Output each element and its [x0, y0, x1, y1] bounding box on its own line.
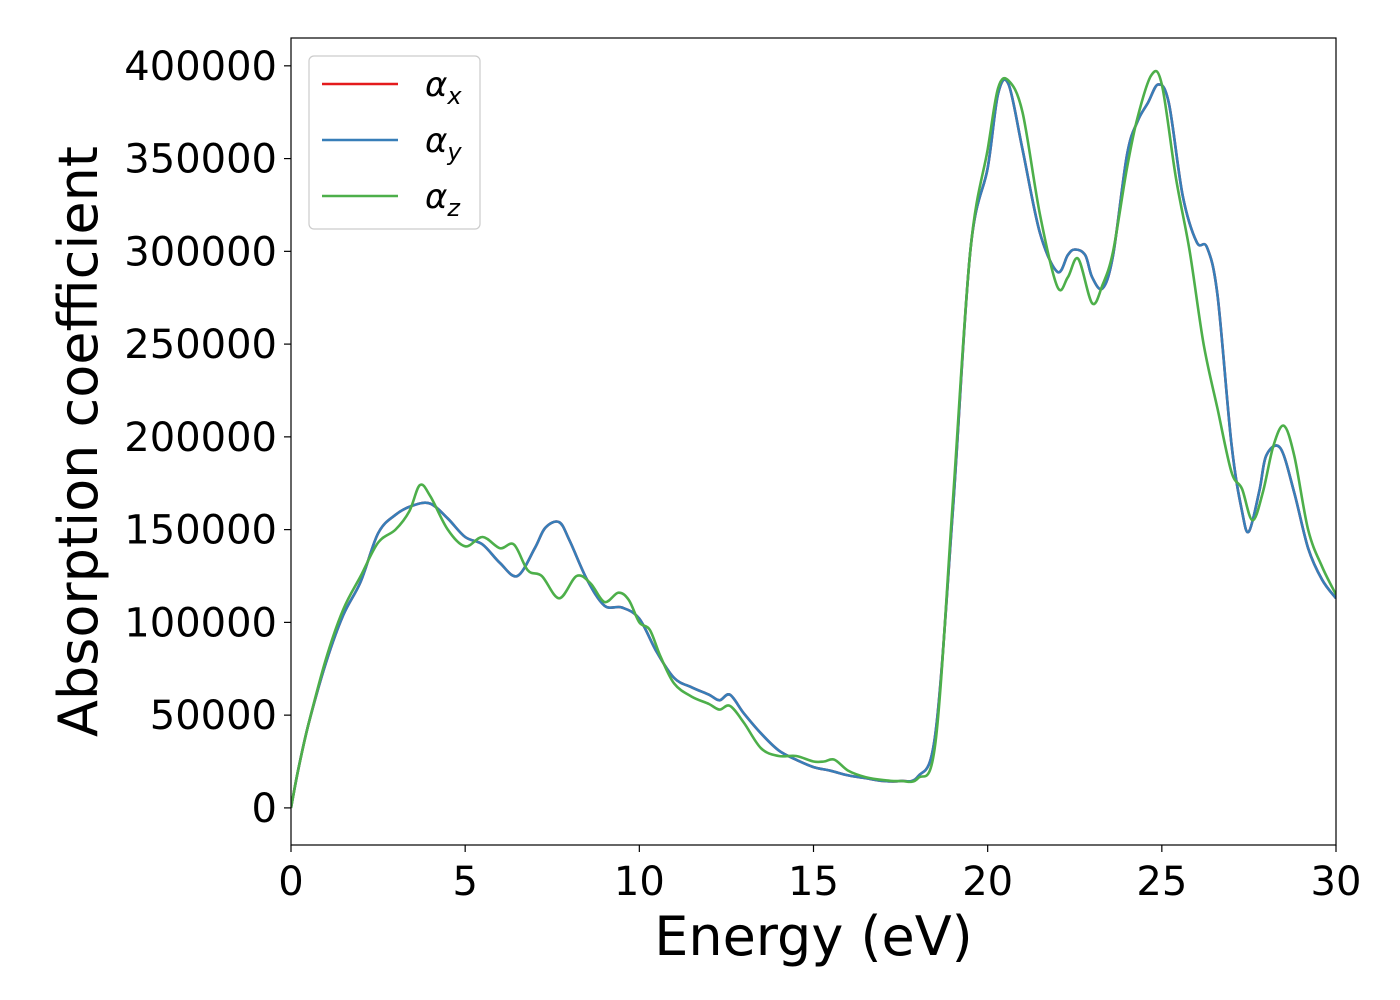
y-tick-label: 250000: [124, 322, 277, 368]
y-tick-label: 350000: [124, 137, 277, 183]
y-axis-label: Absorption coefficient: [47, 146, 110, 737]
legend-entry-alpha-y: αy: [322, 121, 462, 166]
x-tick-label: 30: [1311, 859, 1362, 905]
x-tick-label: 10: [614, 859, 665, 905]
y-tick-label: 150000: [124, 508, 277, 554]
legend-entry-alpha-z: αz: [322, 177, 461, 222]
legend-label-subscript: x: [446, 82, 462, 110]
y-tick-label: 50000: [150, 693, 277, 739]
y-tick-label: 100000: [124, 600, 277, 646]
legend-label: αx: [425, 65, 462, 110]
x-axis-ticks: 0 5 10 15 20 25 30: [278, 845, 1361, 905]
legend-entry-alpha-x: αx: [322, 65, 462, 110]
x-tick-label: 15: [788, 859, 839, 905]
x-tick-label: 25: [1136, 859, 1187, 905]
y-tick-label: 0: [252, 786, 277, 832]
series-alpha-z-line: [291, 69, 1336, 809]
y-tick-label: 400000: [124, 44, 277, 90]
plot-series: [291, 69, 1336, 809]
legend-label-base: α: [425, 177, 447, 217]
legend-box: [308, 55, 481, 230]
legend-label-subscript: y: [446, 138, 462, 166]
legend-label-base: α: [425, 121, 447, 161]
y-tick-label: 300000: [124, 229, 277, 275]
legend-label: αy: [425, 121, 462, 166]
legend-label-base: α: [425, 65, 447, 105]
x-tick-label: 20: [962, 859, 1013, 905]
x-tick-label: 5: [452, 859, 477, 905]
legend-label: αz: [425, 177, 461, 222]
x-tick-label: 0: [278, 859, 303, 905]
y-axis-ticks: 0 50000 100000 150000 200000 250000 300000 3500…: [124, 44, 291, 832]
y-tick-label: 200000: [124, 415, 277, 461]
x-axis-label: Energy (eV): [654, 905, 973, 968]
legend-label-subscript: z: [446, 194, 461, 222]
